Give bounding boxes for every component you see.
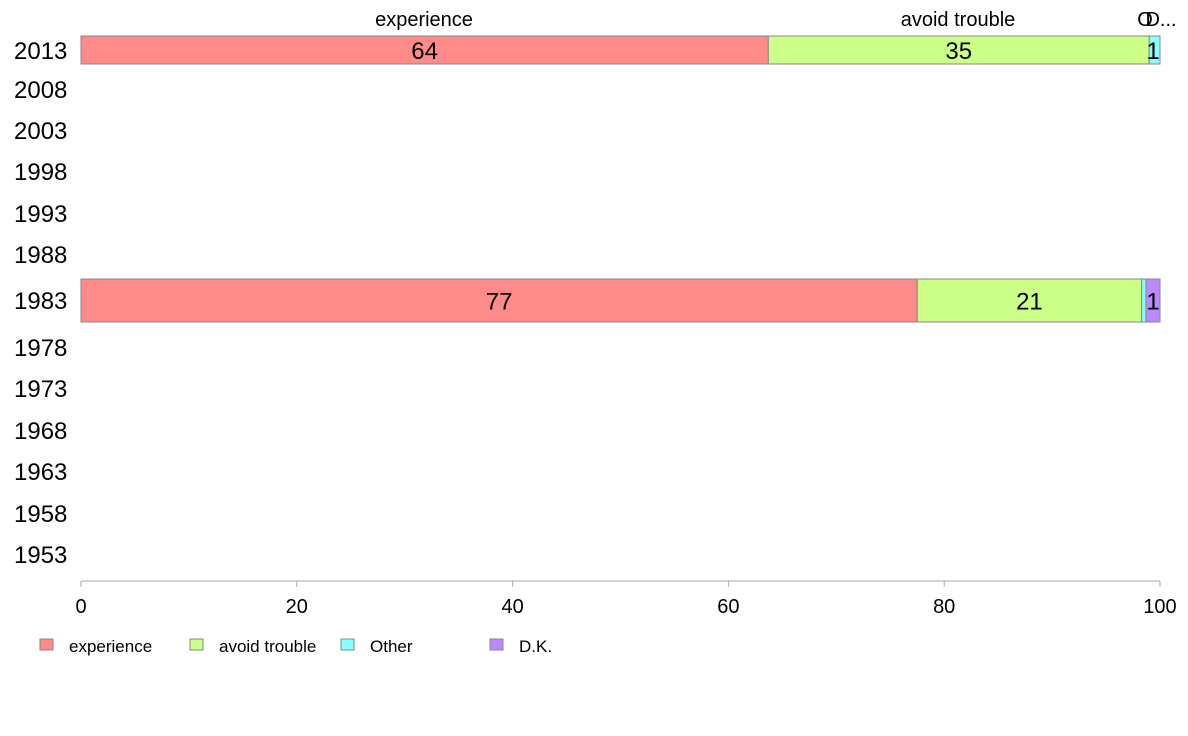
bar-value-label: 1 bbox=[1146, 289, 1159, 316]
bar-value-label: 35 bbox=[945, 38, 972, 65]
legend-entry: avoid trouble bbox=[219, 637, 316, 656]
legend-entry: experience bbox=[69, 637, 152, 656]
legend-swatch bbox=[189, 638, 204, 651]
legend-entry: Other bbox=[370, 637, 413, 656]
top-series-label: experience bbox=[375, 9, 473, 31]
year-label: 1988 bbox=[14, 242, 67, 269]
bar-segment bbox=[767, 35, 1150, 65]
x-tick-label: 80 bbox=[933, 596, 955, 618]
year-label: 2008 bbox=[14, 77, 67, 104]
top-series-label: avoid trouble bbox=[901, 9, 1016, 31]
year-label: 1978 bbox=[14, 335, 67, 362]
bar-segment bbox=[1141, 278, 1147, 323]
bar-segment bbox=[1148, 35, 1161, 65]
top-series-label: D... bbox=[1145, 9, 1176, 31]
bar-segment bbox=[80, 35, 769, 65]
year-label: 2003 bbox=[14, 118, 67, 145]
year-label: 1968 bbox=[14, 418, 67, 445]
x-tick-label: 100 bbox=[1143, 596, 1176, 618]
bar-value-label: 1 bbox=[1146, 38, 1159, 65]
year-label: 1963 bbox=[14, 459, 67, 486]
year-label: 1973 bbox=[14, 376, 67, 403]
x-tick-label: 60 bbox=[717, 596, 739, 618]
top-series-label: O bbox=[1137, 9, 1153, 31]
legend-swatch bbox=[39, 638, 54, 651]
bar-segment bbox=[1145, 278, 1161, 323]
year-label: 2013 bbox=[14, 38, 67, 65]
legend-swatch bbox=[340, 638, 355, 651]
bar-value-label: 64 bbox=[411, 38, 438, 65]
x-tick-label: 0 bbox=[75, 596, 86, 618]
legend-entry: D.K. bbox=[519, 637, 552, 656]
x-tick-label: 20 bbox=[286, 596, 308, 618]
year-label: 1958 bbox=[14, 501, 67, 528]
bar-value-label: 77 bbox=[486, 289, 513, 316]
year-label: 1998 bbox=[14, 159, 67, 186]
year-label: 1993 bbox=[14, 201, 67, 228]
bar-value-label: 21 bbox=[1016, 289, 1043, 316]
legend-swatch bbox=[489, 638, 504, 651]
year-label: 1983 bbox=[14, 288, 67, 315]
year-label: 1953 bbox=[14, 542, 67, 569]
x-tick-label: 40 bbox=[501, 596, 523, 618]
